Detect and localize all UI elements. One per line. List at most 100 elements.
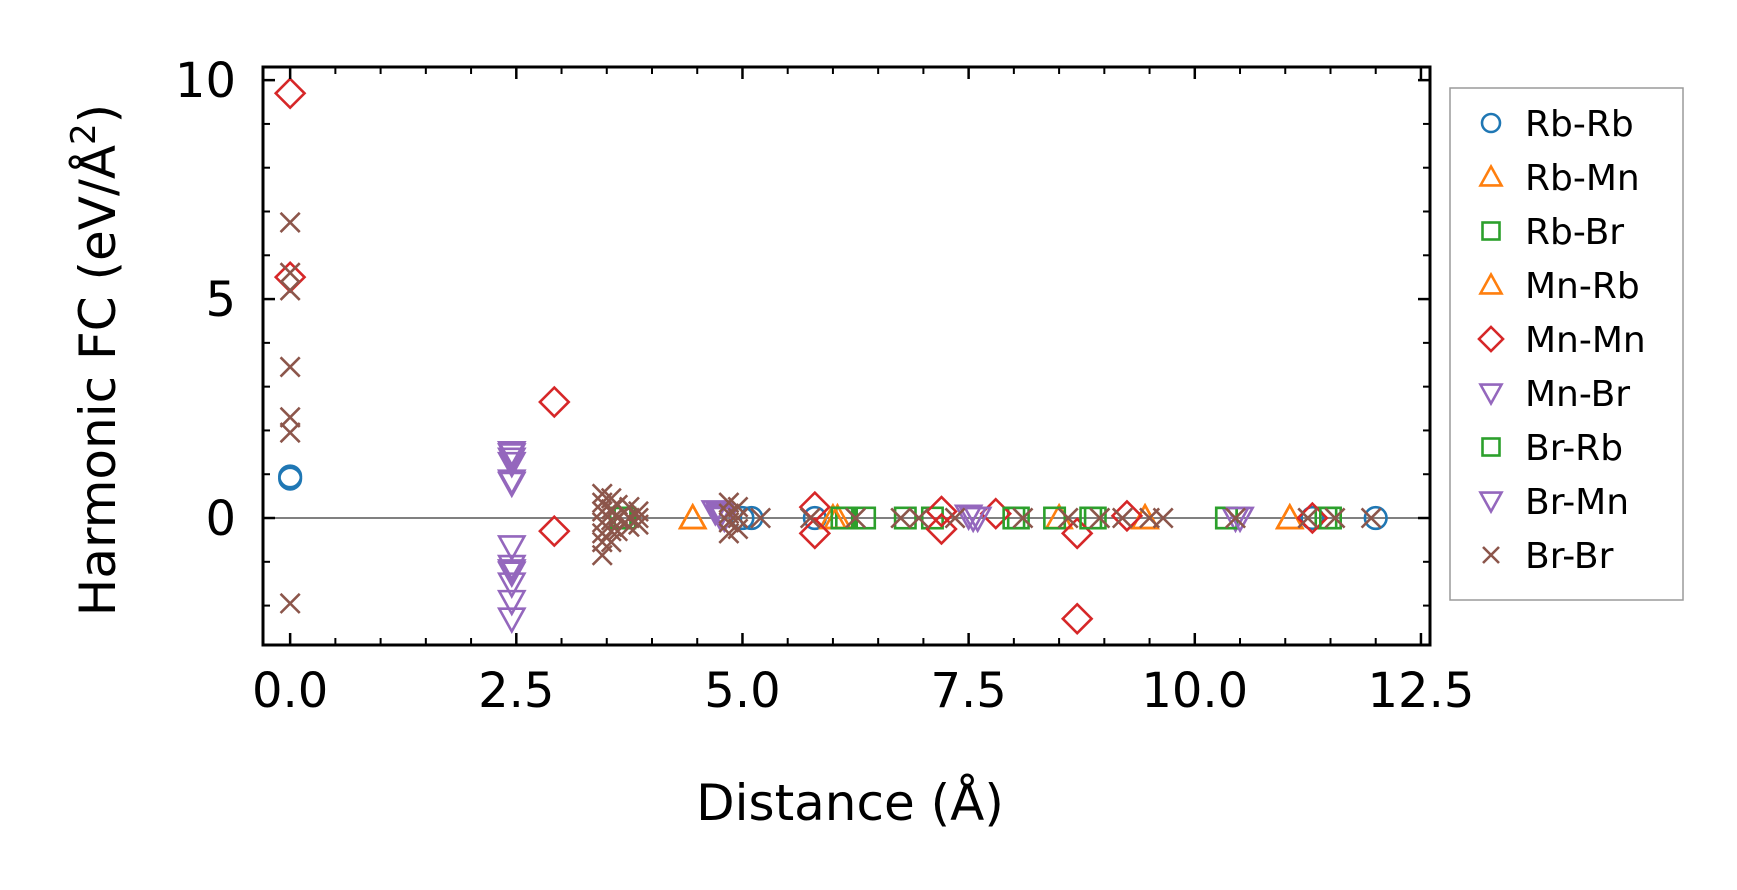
y-axis-title: Harmonic FC (eV/Å2) [64,104,127,616]
data-point [958,506,988,534]
data-point [799,507,821,529]
data-point [798,517,832,550]
legend-label: Mn-Br [1525,374,1630,415]
data-point [908,507,930,529]
data-point [279,422,301,444]
data-point [496,572,527,599]
data-point [893,506,917,530]
data-point [1110,499,1144,533]
data-point [538,385,571,419]
legend-marker [1481,221,1501,241]
series-br-br [279,211,1382,614]
series-mn-mn [273,77,1329,635]
data-point [1324,507,1346,529]
data-point [496,443,527,470]
legend-entry: Mn-Mn [1477,320,1646,361]
legend-entry: Br-Mn [1478,482,1629,523]
data-point [496,535,527,562]
data-point [1224,507,1247,529]
data-point [1300,505,1325,531]
data-point [1012,507,1034,529]
legend-label: Br-Rb [1525,428,1623,469]
data-point [700,500,731,527]
data-point [538,514,571,548]
legend-label: Br-Br [1525,536,1614,577]
data-point [944,507,966,529]
data-point [727,507,749,529]
data-point [279,262,301,284]
y-tick-label: 10 [175,53,236,109]
data-point [627,507,649,529]
legend-entry: Mn-Rb [1478,266,1640,307]
data-point [279,356,301,378]
legend-label: Mn-Mn [1525,320,1646,361]
plot-frame [261,65,1432,647]
data-point [496,469,527,497]
legend-entry: Br-Rb [1481,428,1623,469]
data-point [496,451,527,479]
data-point [273,77,307,110]
data-point [600,498,622,520]
data-point [1060,602,1094,635]
legend-entry: Rb-Rb [1480,104,1634,145]
data-point [496,589,527,617]
legend-marker [1478,271,1504,295]
x-tick-label: 7.5 [930,663,1006,719]
data-point [1060,517,1094,550]
data-point [496,607,527,635]
x-tick-label: 2.5 [478,663,554,719]
x-axis-title: Distance (Å) [696,774,1004,832]
data-point [279,592,301,614]
data-point [273,260,307,294]
data-point [600,509,622,531]
data-point [1297,507,1319,529]
data-point [845,507,867,529]
legend-entry: Rb-Mn [1478,158,1640,199]
data-point [1360,507,1382,529]
x-tick-label: 10.0 [1141,663,1248,719]
data-point [925,512,958,546]
data-point [591,544,613,566]
legend-entry: Mn-Br [1478,374,1630,415]
legend-frame [1449,87,1684,601]
data-point [496,559,527,586]
data-point [750,507,772,529]
data-point [600,520,622,542]
data-point [1089,507,1111,529]
legend-marker [1478,491,1504,515]
legend-marker [1482,546,1500,564]
data-point [953,504,984,532]
data-point [627,514,649,536]
legend-marker [1478,163,1504,187]
data-point [496,447,527,475]
y-tick-label: 0 [205,491,236,547]
data-point [278,464,303,489]
legend-marker [1480,112,1502,134]
data-point [279,406,301,428]
legend-entry: Rb-Br [1481,212,1624,253]
data-point [677,502,708,530]
legend-label: Rb-Br [1525,212,1624,253]
legend-marker [1477,325,1505,353]
data-point [1274,502,1305,530]
data-point [1111,507,1133,529]
legend-label: Rb-Mn [1525,158,1640,199]
data-point [1152,507,1174,529]
data-point [279,211,301,233]
data-point [1043,506,1067,530]
data-point [1318,506,1342,530]
data-point [925,495,958,528]
x-tick-label: 0.0 [252,663,328,719]
data-point [727,518,749,540]
x-tick-label: 12.5 [1368,663,1475,719]
legend-label: Mn-Rb [1525,266,1640,307]
plot-area [263,77,1430,635]
data-point [1057,507,1079,529]
x-tick-label: 5.0 [704,663,780,719]
data-point [618,507,640,529]
data-point [1363,505,1388,531]
legend-marker [1481,437,1501,457]
data-point [279,279,301,301]
y-tick-label: 5 [205,272,236,328]
